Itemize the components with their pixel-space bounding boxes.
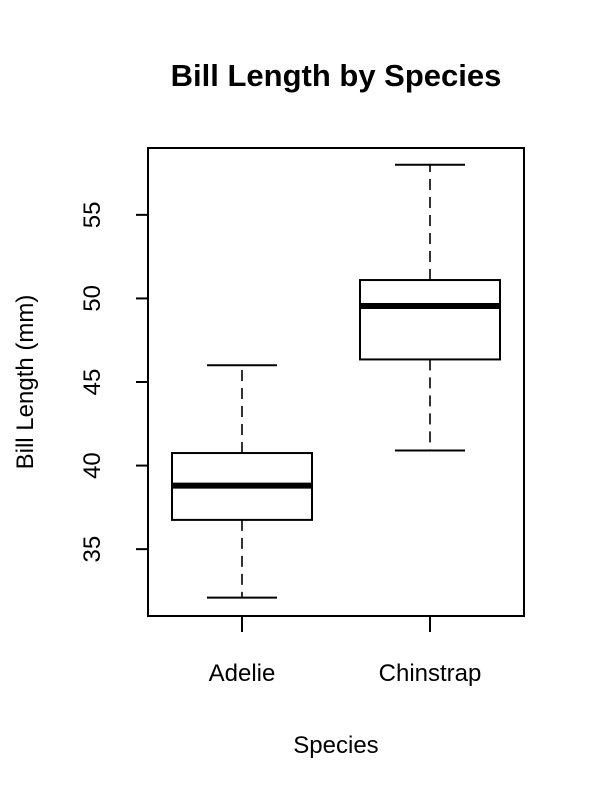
box-group (171, 364, 313, 599)
chart-title: Bill Length by Species (171, 58, 502, 93)
plot-frame (147, 147, 525, 617)
y-axis: 35 40 45 50 55 (79, 202, 149, 563)
box-group (359, 163, 501, 452)
y-tick-label: 40 (79, 452, 106, 479)
x-tick-label: Chinstrap (379, 660, 482, 687)
y-tick-label: 50 (79, 285, 106, 312)
x-axis: Adelie Chinstrap (209, 616, 482, 687)
boxes (171, 163, 501, 599)
y-axis-label: Bill Length (mm) (12, 295, 39, 470)
x-axis-label: Species (293, 732, 378, 759)
x-tick-label: Adelie (209, 660, 276, 687)
y-tick-label: 55 (79, 202, 106, 229)
y-tick-label: 35 (79, 536, 106, 563)
iqr-box (359, 279, 501, 361)
y-tick-label: 45 (79, 369, 106, 396)
